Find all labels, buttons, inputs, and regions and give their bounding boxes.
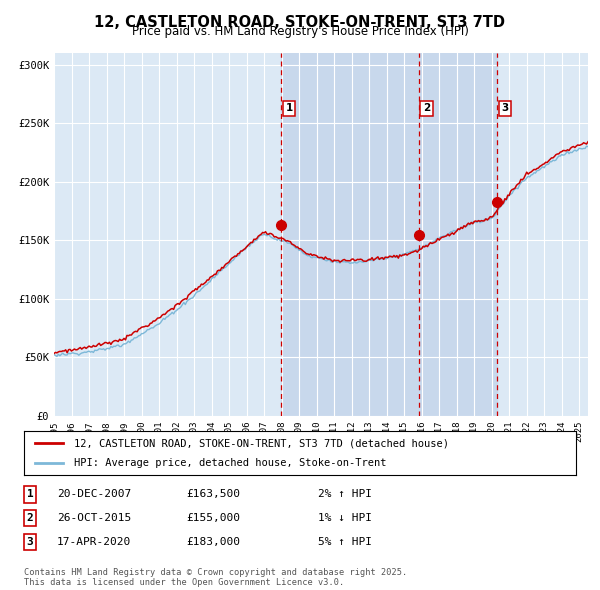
Text: £183,000: £183,000 [186,537,240,546]
Text: 2: 2 [423,103,430,113]
Text: 3: 3 [501,103,508,113]
Text: 1: 1 [26,490,34,499]
Text: 2: 2 [26,513,34,523]
Text: Price paid vs. HM Land Registry's House Price Index (HPI): Price paid vs. HM Land Registry's House … [131,25,469,38]
Text: 1: 1 [286,103,293,113]
Text: 12, CASTLETON ROAD, STOKE-ON-TRENT, ST3 7TD: 12, CASTLETON ROAD, STOKE-ON-TRENT, ST3 … [95,15,505,30]
Text: HPI: Average price, detached house, Stoke-on-Trent: HPI: Average price, detached house, Stok… [74,458,386,467]
Text: 2% ↑ HPI: 2% ↑ HPI [318,490,372,499]
Text: 3: 3 [26,537,34,546]
Text: Contains HM Land Registry data © Crown copyright and database right 2025.
This d: Contains HM Land Registry data © Crown c… [24,568,407,587]
Text: 20-DEC-2007: 20-DEC-2007 [57,490,131,499]
Text: £163,500: £163,500 [186,490,240,499]
Text: 1% ↓ HPI: 1% ↓ HPI [318,513,372,523]
Bar [281,53,497,416]
Text: 26-OCT-2015: 26-OCT-2015 [57,513,131,523]
Text: 5% ↑ HPI: 5% ↑ HPI [318,537,372,546]
Text: 12, CASTLETON ROAD, STOKE-ON-TRENT, ST3 7TD (detached house): 12, CASTLETON ROAD, STOKE-ON-TRENT, ST3 … [74,438,449,448]
Text: £155,000: £155,000 [186,513,240,523]
Text: 17-APR-2020: 17-APR-2020 [57,537,131,546]
